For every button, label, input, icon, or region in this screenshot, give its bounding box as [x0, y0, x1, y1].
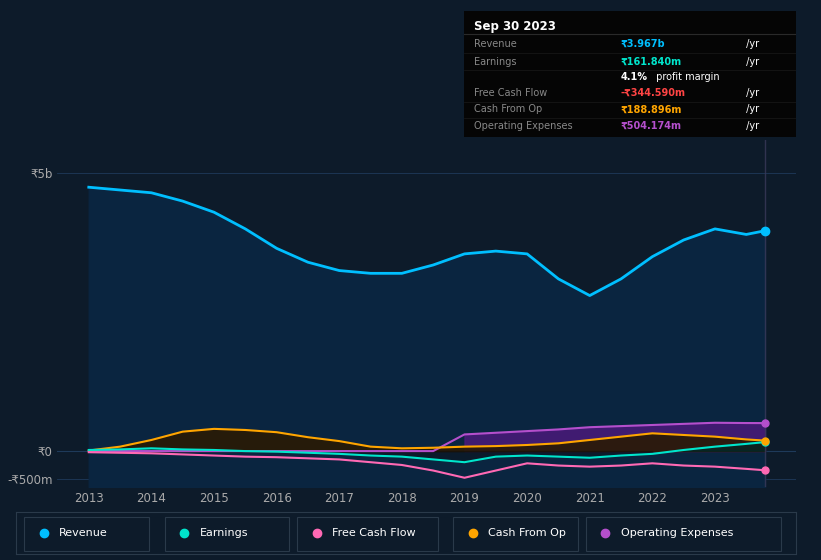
Text: Revenue: Revenue — [59, 529, 108, 538]
FancyBboxPatch shape — [25, 516, 149, 551]
Text: ₹188.896m: ₹188.896m — [620, 104, 681, 114]
Text: Earnings: Earnings — [200, 529, 248, 538]
Text: Revenue: Revenue — [474, 39, 516, 49]
Text: Cash From Op: Cash From Op — [488, 529, 566, 538]
Text: Free Cash Flow: Free Cash Flow — [474, 88, 547, 98]
FancyBboxPatch shape — [165, 516, 290, 551]
Text: ₹161.840m: ₹161.840m — [620, 57, 681, 67]
Text: ₹504.174m: ₹504.174m — [620, 121, 681, 131]
Text: /yr: /yr — [743, 88, 759, 98]
Text: Free Cash Flow: Free Cash Flow — [333, 529, 416, 538]
Text: -₹344.590m: -₹344.590m — [620, 88, 686, 98]
Text: Operating Expenses: Operating Expenses — [474, 121, 572, 131]
FancyBboxPatch shape — [297, 516, 438, 551]
Text: /yr: /yr — [743, 121, 759, 131]
Text: 4.1%: 4.1% — [620, 72, 647, 82]
FancyBboxPatch shape — [453, 516, 578, 551]
Text: /yr: /yr — [743, 104, 759, 114]
Text: Earnings: Earnings — [474, 57, 516, 67]
Text: Operating Expenses: Operating Expenses — [621, 529, 733, 538]
Text: ₹3.967b: ₹3.967b — [620, 39, 665, 49]
Text: profit margin: profit margin — [654, 72, 720, 82]
Text: /yr: /yr — [743, 57, 759, 67]
Text: Sep 30 2023: Sep 30 2023 — [474, 20, 556, 33]
FancyBboxPatch shape — [586, 516, 781, 551]
Text: Cash From Op: Cash From Op — [474, 104, 542, 114]
Text: /yr: /yr — [743, 39, 759, 49]
